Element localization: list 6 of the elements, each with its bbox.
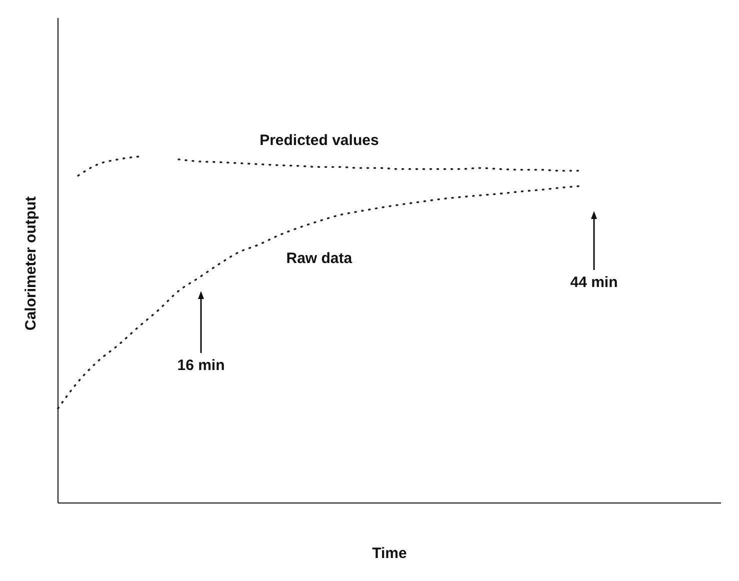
y-axis-title: Calorimeter output [22, 196, 40, 330]
annotation: 44 min [569, 274, 619, 291]
series-label: Raw data [286, 250, 353, 268]
x-axis-title: Time [372, 545, 407, 562]
annotation: 16 min [176, 357, 226, 374]
series-label: Predicted values [260, 132, 379, 149]
